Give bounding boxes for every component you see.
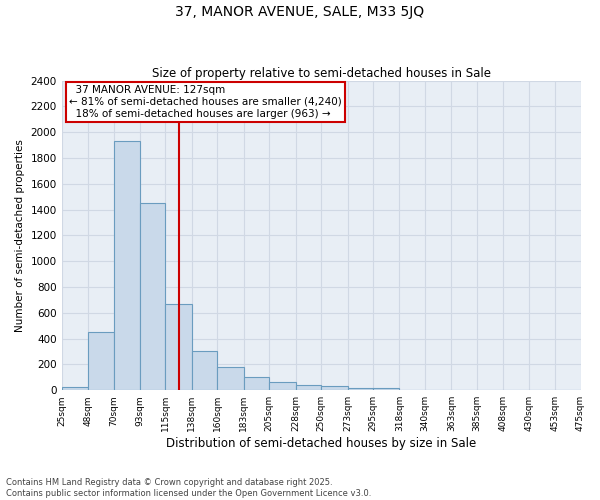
Title: Size of property relative to semi-detached houses in Sale: Size of property relative to semi-detach… [152, 66, 491, 80]
X-axis label: Distribution of semi-detached houses by size in Sale: Distribution of semi-detached houses by … [166, 437, 476, 450]
Bar [321, 386, 347, 390]
Bar [192, 351, 217, 390]
Bar [269, 382, 296, 390]
Bar [113, 142, 140, 390]
Bar [296, 385, 321, 390]
Text: Contains HM Land Registry data © Crown copyright and database right 2025.
Contai: Contains HM Land Registry data © Crown c… [6, 478, 371, 498]
Y-axis label: Number of semi-detached properties: Number of semi-detached properties [15, 139, 25, 332]
Bar [140, 202, 166, 390]
Bar [373, 388, 400, 390]
Bar [88, 332, 113, 390]
Bar [62, 387, 88, 390]
Bar [166, 304, 192, 390]
Text: 37, MANOR AVENUE, SALE, M33 5JQ: 37, MANOR AVENUE, SALE, M33 5JQ [175, 5, 425, 19]
Bar [347, 388, 373, 390]
Text: 37 MANOR AVENUE: 127sqm
← 81% of semi-detached houses are smaller (4,240)
  18% : 37 MANOR AVENUE: 127sqm ← 81% of semi-de… [70, 86, 342, 118]
Bar [217, 367, 244, 390]
Bar [244, 378, 269, 390]
